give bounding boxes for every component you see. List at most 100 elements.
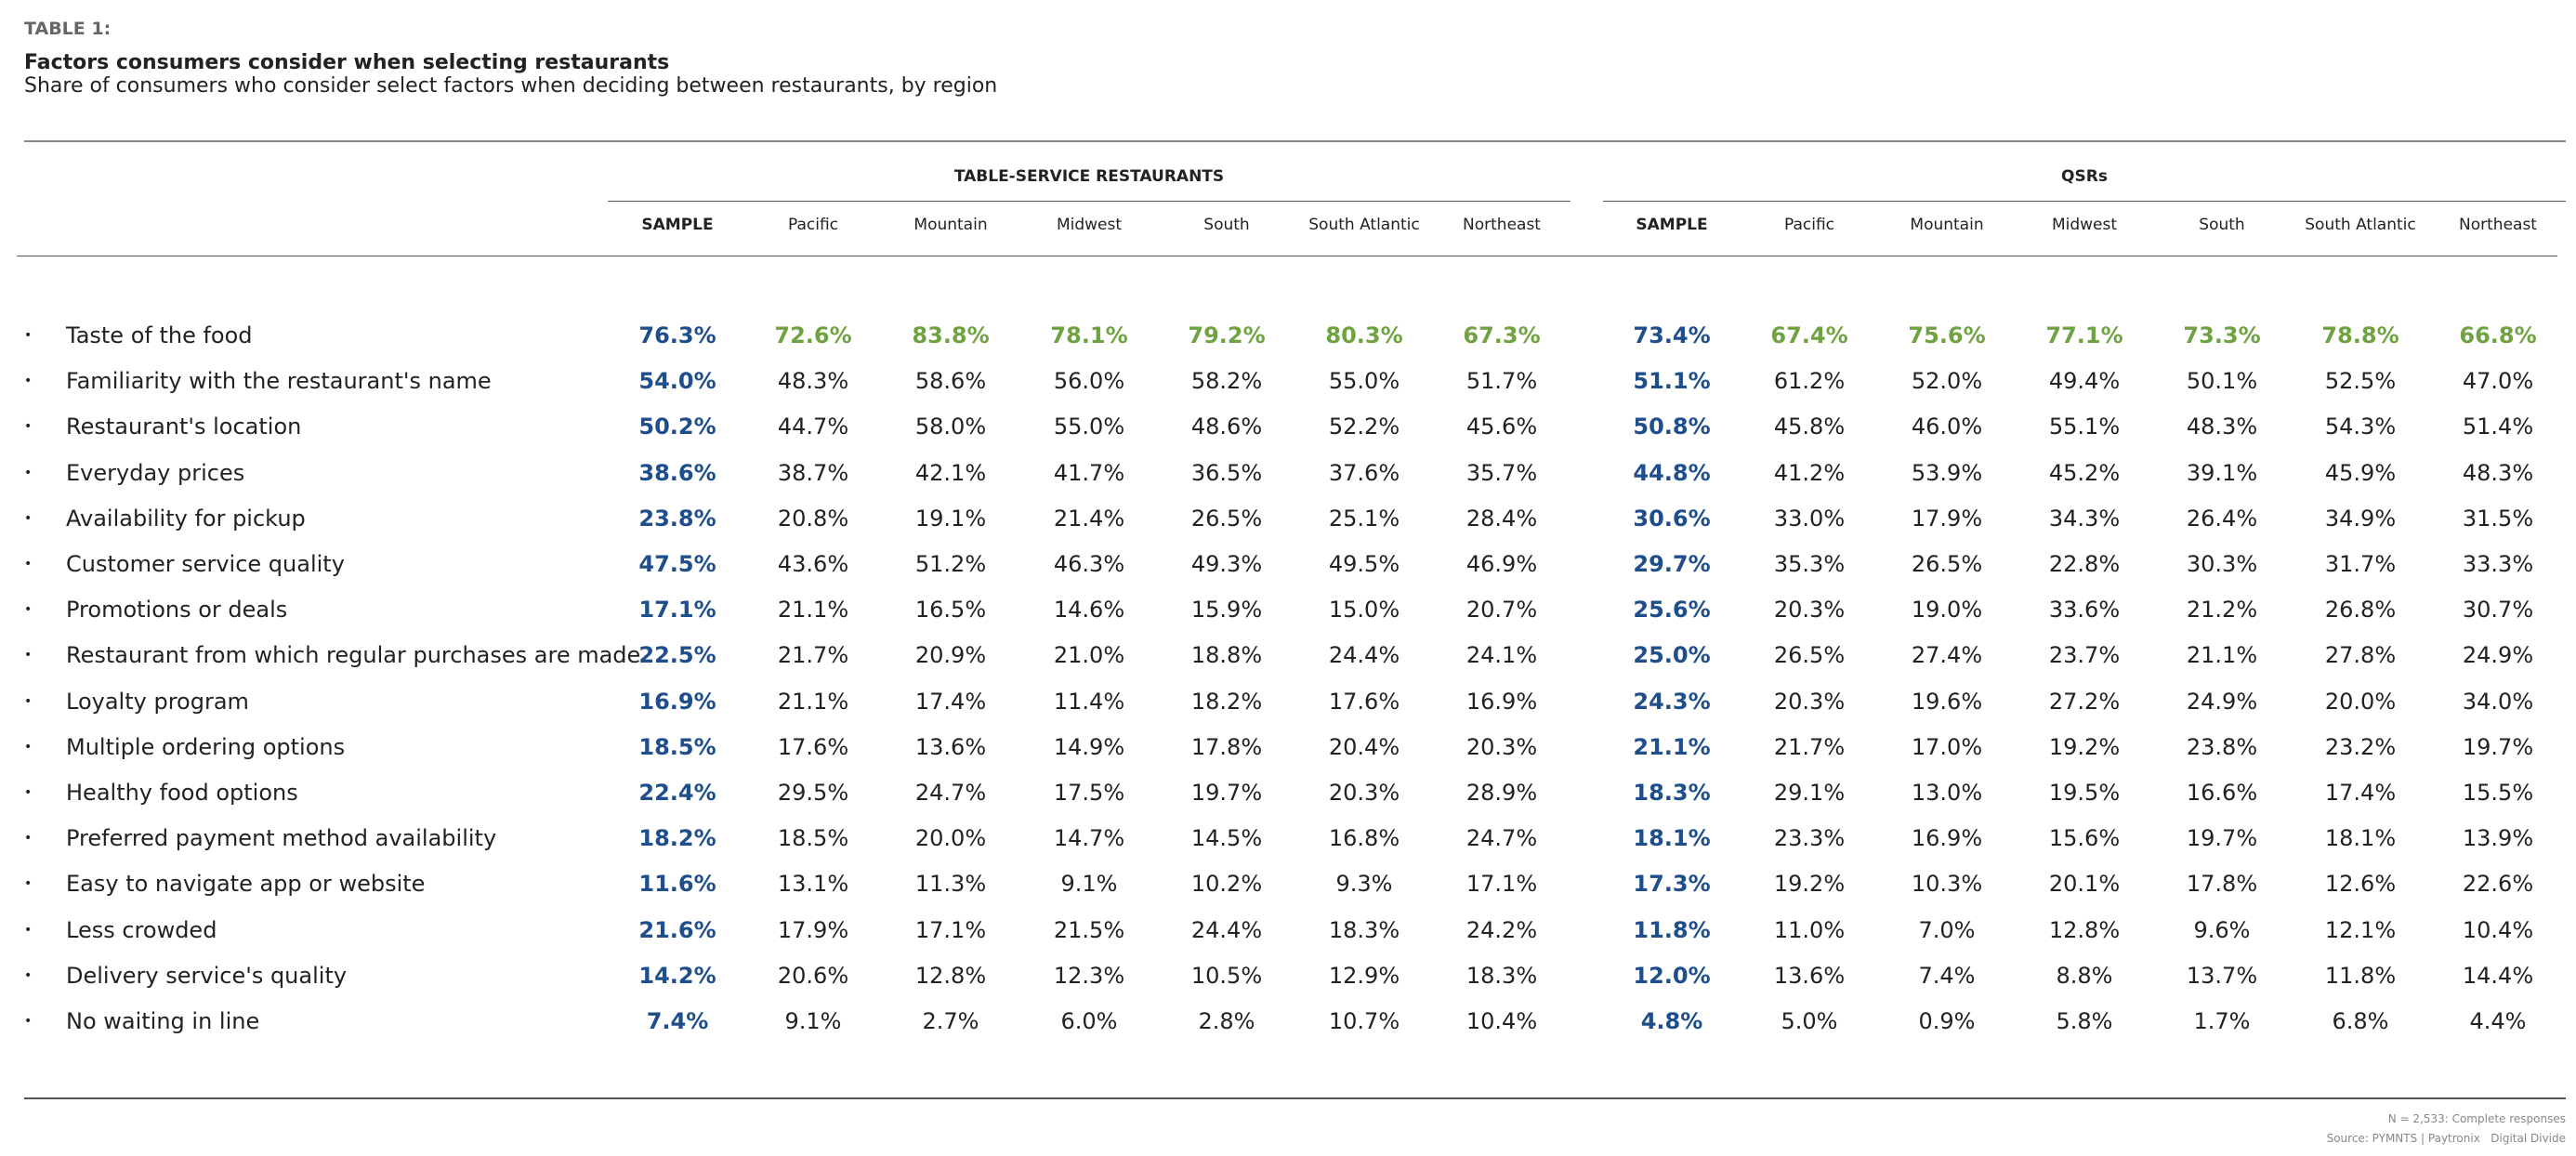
column-header: South Atlantic (2305, 216, 2416, 234)
cell: 12.6% (2324, 871, 2397, 898)
cell: 11.3% (914, 871, 987, 898)
cell: 2.7% (922, 1008, 979, 1034)
bullet: • (24, 602, 33, 618)
cell: 17.0% (1911, 733, 1983, 760)
cell: 79.2% (1188, 322, 1266, 348)
cell: 6.0% (1060, 1008, 1118, 1034)
cell: 19.5% (2048, 780, 2121, 806)
cell: 21.7% (1773, 733, 1846, 760)
cell: 27.2% (2048, 688, 2121, 715)
cell: 45.8% (1773, 414, 1846, 440)
cell: 23.3% (1773, 825, 1846, 852)
cell: 20.3% (1773, 688, 1846, 715)
cell: 37.6% (1328, 459, 1400, 486)
cell: 10.4% (1465, 1008, 1538, 1034)
cell: 23.8% (638, 505, 716, 532)
row-label: Healthy food options (66, 780, 298, 806)
cell: 18.1% (1633, 825, 1711, 852)
cell: 23.2% (2324, 733, 2397, 760)
cell: 20.4% (1328, 733, 1400, 760)
cell: 9.1% (1060, 871, 1118, 898)
bullet: • (24, 831, 33, 847)
cell: 43.6% (777, 551, 849, 577)
bullet: • (24, 465, 33, 480)
cell: 46.9% (1465, 551, 1538, 577)
cell: 80.3% (1325, 322, 1403, 348)
cell: 41.7% (1053, 459, 1125, 486)
cell: 12.9% (1328, 962, 1400, 989)
cell: 24.4% (1328, 642, 1400, 669)
cell: 29.7% (1633, 551, 1711, 577)
cell: 51.1% (1633, 368, 1711, 395)
divider (24, 1097, 2566, 1099)
footnote: N = 2,533: Complete responses (2387, 1112, 2566, 1125)
cell: 12.3% (1053, 962, 1125, 989)
cell: 2.8% (1198, 1008, 1255, 1034)
cell: 27.8% (2324, 642, 2397, 669)
cell: 56.0% (1053, 368, 1125, 395)
cell: 26.4% (2186, 505, 2258, 532)
cell: 11.6% (638, 871, 716, 898)
cell: 9.3% (1335, 871, 1393, 898)
cell: 13.0% (1911, 780, 1983, 806)
cell: 24.7% (1465, 825, 1538, 852)
bullet: • (24, 374, 33, 389)
cell: 20.3% (1328, 780, 1400, 806)
cell: 24.7% (914, 780, 987, 806)
cell: 0.9% (1918, 1008, 1976, 1034)
row-label: Restaurant's location (66, 414, 302, 440)
cell: 51.2% (914, 551, 987, 577)
cell: 30.3% (2186, 551, 2258, 577)
cell: 42.1% (914, 459, 987, 486)
cell: 13.1% (777, 871, 849, 898)
column-header: South (1203, 216, 1250, 234)
cell: 72.6% (774, 322, 852, 348)
cell: 12.8% (2048, 916, 2121, 943)
column-header: Midwest (1056, 216, 1123, 234)
cell: 22.6% (2462, 871, 2534, 898)
cell: 18.8% (1190, 642, 1263, 669)
row-label: Preferred payment method availability (66, 825, 497, 852)
cell: 17.9% (1911, 505, 1983, 532)
cell: 19.2% (1773, 871, 1846, 898)
cell: 20.8% (777, 505, 849, 532)
cell: 49.4% (2048, 368, 2121, 395)
cell: 55.0% (1053, 414, 1125, 440)
cell: 19.2% (2048, 733, 2121, 760)
cell: 21.0% (1053, 642, 1125, 669)
cell: 77.1% (2045, 322, 2123, 348)
cell: 18.3% (1633, 780, 1711, 806)
cell: 19.6% (1911, 688, 1983, 715)
bullet: • (24, 557, 33, 571)
cell: 78.1% (1050, 322, 1128, 348)
row-label: Delivery service's quality (66, 962, 348, 989)
cell: 25.0% (1633, 642, 1711, 669)
cell: 54.0% (638, 368, 716, 395)
cell: 17.4% (2324, 780, 2397, 806)
bullet: • (24, 967, 33, 983)
cell: 18.3% (1465, 962, 1538, 989)
cell: 52.0% (1911, 368, 1983, 395)
cell: 25.6% (1633, 597, 1711, 624)
bullet: • (24, 739, 33, 755)
row-label: No waiting in line (66, 1008, 260, 1034)
bullet: • (24, 876, 33, 892)
group-rule (1603, 201, 2566, 202)
cell: 50.2% (638, 414, 716, 440)
cell: 21.6% (638, 916, 716, 943)
cell: 17.6% (777, 733, 849, 760)
cell: 18.5% (638, 733, 716, 760)
cell: 20.7% (1465, 597, 1538, 624)
cell: 26.5% (1190, 505, 1263, 532)
cell: 33.3% (2462, 551, 2534, 577)
cell: 10.5% (1190, 962, 1263, 989)
cell: 38.6% (638, 459, 716, 486)
row-label: Promotions or deals (66, 597, 288, 624)
cell: 34.0% (2462, 688, 2534, 715)
cell: 44.7% (777, 414, 849, 440)
column-header: SAMPLE (641, 216, 714, 234)
group-header: TABLE-SERVICE RESTAURANTS (953, 167, 1225, 186)
cell: 45.9% (2324, 459, 2397, 486)
cell: 15.0% (1328, 597, 1400, 624)
cell: 7.4% (1918, 962, 1976, 989)
